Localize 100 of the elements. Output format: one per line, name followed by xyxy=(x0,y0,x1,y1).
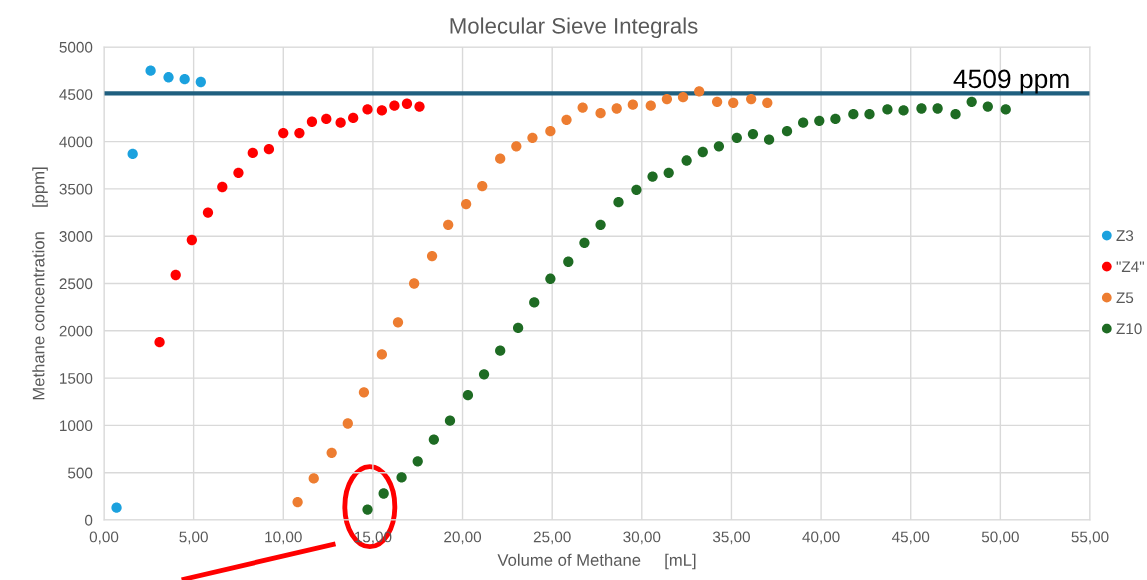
y-tick-label: 2000 xyxy=(59,325,93,337)
point xyxy=(647,171,658,182)
x-tick-label: 40,00 xyxy=(802,531,840,545)
point xyxy=(697,146,708,158)
point xyxy=(376,349,388,360)
point xyxy=(627,99,638,110)
point xyxy=(111,502,122,513)
point xyxy=(292,496,303,508)
point xyxy=(864,109,875,120)
legend-label: Z10 xyxy=(1116,323,1142,335)
point xyxy=(127,148,138,160)
point xyxy=(179,74,190,85)
point xyxy=(932,103,943,114)
point xyxy=(713,141,725,152)
x-tick-label: 5,00 xyxy=(179,531,208,545)
x-axis-title: Volume of Methane [mL] xyxy=(497,553,696,570)
point xyxy=(306,116,318,127)
point xyxy=(342,418,353,429)
point xyxy=(478,369,490,380)
point xyxy=(613,196,624,208)
point xyxy=(428,434,440,445)
point xyxy=(882,104,893,115)
point xyxy=(362,104,373,115)
point xyxy=(412,456,423,467)
y-tick-label: 4000 xyxy=(59,136,93,148)
point xyxy=(595,219,606,230)
point xyxy=(950,109,961,120)
y-tick-label: 2500 xyxy=(59,278,93,290)
y-tick-label: 3500 xyxy=(59,183,93,195)
point xyxy=(495,345,506,356)
x-tick-label: 10,00 xyxy=(265,531,302,545)
point xyxy=(763,134,775,145)
point xyxy=(278,127,289,139)
point xyxy=(308,473,319,484)
point xyxy=(392,317,404,328)
point xyxy=(495,153,506,164)
point xyxy=(512,322,524,334)
point xyxy=(376,105,388,116)
point xyxy=(294,127,305,139)
point xyxy=(426,250,438,262)
point xyxy=(348,112,359,124)
x-tick-label: 25,00 xyxy=(533,531,571,545)
point xyxy=(746,93,757,105)
point xyxy=(362,504,373,515)
point xyxy=(694,86,705,97)
ref-line-label: 4509 ppm xyxy=(953,69,1069,94)
point xyxy=(711,96,723,108)
y-tick-label: 5000 xyxy=(59,41,93,53)
point xyxy=(326,447,337,458)
point xyxy=(545,273,556,284)
legend-label: Z5 xyxy=(1116,292,1134,304)
point xyxy=(595,108,606,119)
point xyxy=(798,117,809,128)
point xyxy=(561,114,572,125)
point xyxy=(527,132,538,143)
point xyxy=(731,132,742,143)
point xyxy=(579,237,590,248)
point xyxy=(414,101,425,112)
point xyxy=(747,128,759,140)
point xyxy=(247,147,258,159)
point xyxy=(762,97,773,108)
point xyxy=(443,219,454,230)
point xyxy=(681,155,692,166)
point xyxy=(645,100,656,111)
x-tick-label: 55,00 xyxy=(1071,531,1109,545)
chart-title: Molecular Sieve Integrals xyxy=(450,17,698,39)
point xyxy=(170,269,181,281)
point xyxy=(163,72,174,83)
point xyxy=(830,113,841,125)
point xyxy=(396,472,407,483)
point xyxy=(145,65,156,76)
y-tick-label: 1000 xyxy=(60,420,93,432)
point xyxy=(916,103,927,114)
point xyxy=(444,415,456,426)
legend-label: Z3 xyxy=(1116,230,1134,242)
point xyxy=(358,387,370,398)
point xyxy=(1000,104,1011,115)
point xyxy=(186,234,197,246)
point xyxy=(577,102,588,113)
point xyxy=(335,117,346,128)
y-tick-label: 500 xyxy=(68,467,93,479)
point xyxy=(728,97,739,108)
point xyxy=(233,167,244,178)
point xyxy=(389,100,400,111)
point xyxy=(661,93,673,105)
point xyxy=(611,103,622,114)
point xyxy=(195,76,206,88)
x-tick-label: 0,00 xyxy=(89,531,119,545)
point xyxy=(511,141,522,152)
point xyxy=(202,207,214,218)
point xyxy=(663,167,674,178)
point xyxy=(545,126,556,137)
point xyxy=(631,184,642,195)
y-tick-label: 1500 xyxy=(60,372,93,384)
x-tick-label: 50,00 xyxy=(981,531,1019,545)
point xyxy=(217,181,228,193)
y-tick-label: 4500 xyxy=(59,89,93,100)
point xyxy=(677,91,689,103)
point xyxy=(529,297,540,308)
point xyxy=(408,278,420,289)
